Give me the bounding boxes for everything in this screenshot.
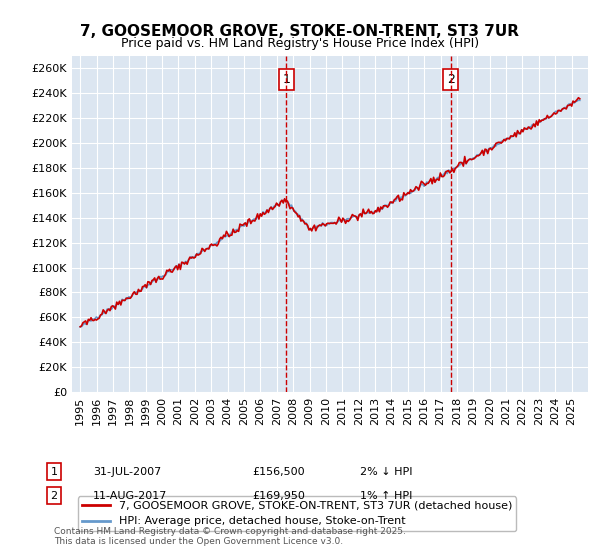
Text: £169,950: £169,950 <box>252 491 305 501</box>
Text: 31-JUL-2007: 31-JUL-2007 <box>93 466 161 477</box>
Text: 2% ↓ HPI: 2% ↓ HPI <box>360 466 413 477</box>
Text: 2: 2 <box>50 491 58 501</box>
Legend: 7, GOOSEMOOR GROVE, STOKE-ON-TRENT, ST3 7UR (detached house), HPI: Average price: 7, GOOSEMOOR GROVE, STOKE-ON-TRENT, ST3 … <box>77 497 517 531</box>
Text: 2: 2 <box>446 73 455 86</box>
Text: 1: 1 <box>50 466 58 477</box>
Text: 7, GOOSEMOOR GROVE, STOKE-ON-TRENT, ST3 7UR: 7, GOOSEMOOR GROVE, STOKE-ON-TRENT, ST3 … <box>80 24 520 39</box>
Text: Price paid vs. HM Land Registry's House Price Index (HPI): Price paid vs. HM Land Registry's House … <box>121 37 479 50</box>
Text: 11-AUG-2017: 11-AUG-2017 <box>93 491 167 501</box>
Text: 1: 1 <box>283 73 290 86</box>
Text: Contains HM Land Registry data © Crown copyright and database right 2025.
This d: Contains HM Land Registry data © Crown c… <box>54 526 406 546</box>
Text: £156,500: £156,500 <box>252 466 305 477</box>
Text: 1% ↑ HPI: 1% ↑ HPI <box>360 491 412 501</box>
